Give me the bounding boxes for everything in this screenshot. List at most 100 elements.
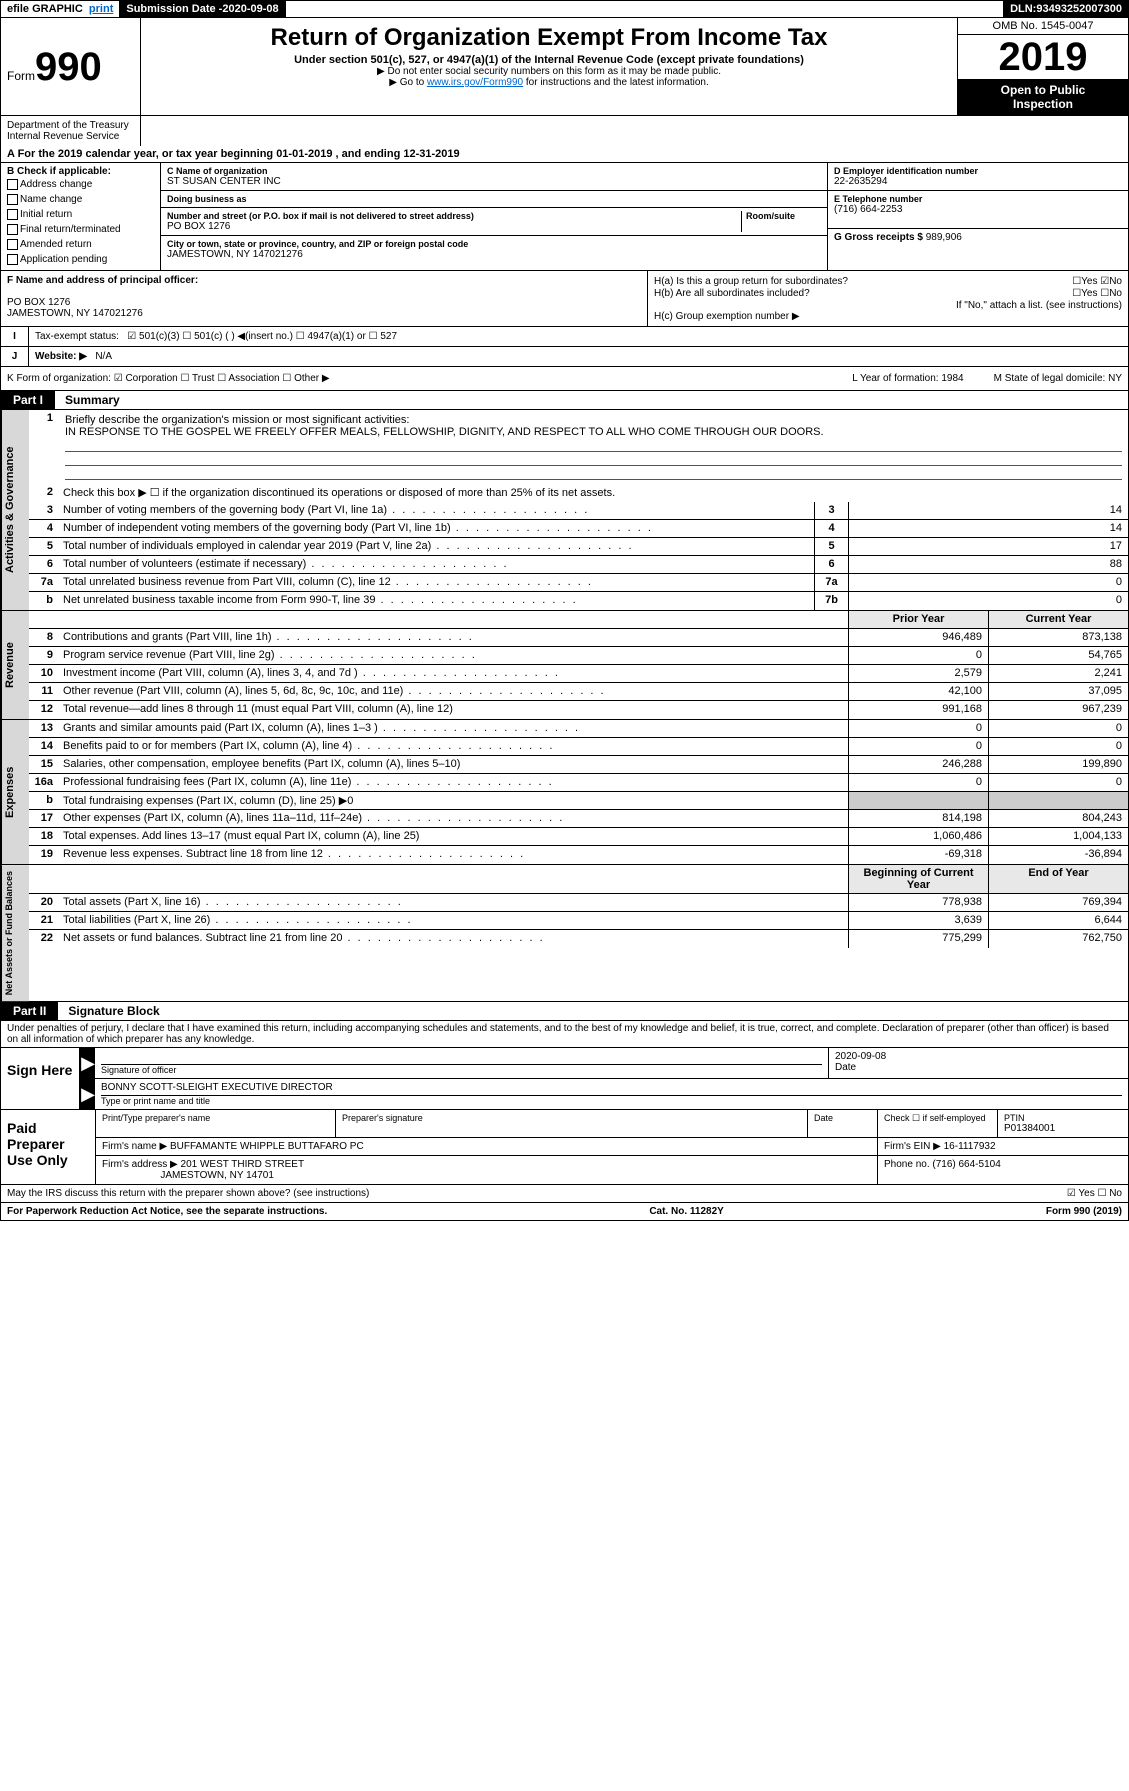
line-21-desc: Total liabilities (Part X, line 26)	[59, 912, 848, 929]
firm-name: BUFFAMANTE WHIPPLE BUTTAFARO PC	[170, 1141, 364, 1152]
revenue-section: Revenue Prior Year Current Year 8Contrib…	[0, 611, 1129, 720]
chk-name-change[interactable]: Name change	[7, 192, 154, 207]
section-d: D Employer identification number 22-2635…	[828, 163, 1128, 270]
submission-date: Submission Date - 2020-09-08	[120, 1, 285, 17]
line-11-curr: 37,095	[988, 683, 1128, 700]
part-1-tab: Part I	[1, 391, 55, 409]
line-19-num: 19	[29, 846, 59, 864]
line-16b-desc: Total fundraising expenses (Part IX, col…	[59, 792, 848, 809]
line-11-desc: Other revenue (Part VIII, column (A), li…	[59, 683, 848, 700]
dept-treasury: Department of the TreasuryInternal Reven…	[1, 116, 141, 146]
firm-ein-label: Firm's EIN ▶	[884, 1141, 944, 1152]
form-label: Form	[7, 69, 35, 83]
line-21-begin: 3,639	[848, 912, 988, 929]
chk-address-change[interactable]: Address change	[7, 177, 154, 192]
line-14-desc: Benefits paid to or for members (Part IX…	[59, 738, 848, 755]
org-name: ST SUSAN CENTER INC	[167, 176, 281, 187]
line-9-curr: 54,765	[988, 647, 1128, 664]
line-22-begin: 775,299	[848, 930, 988, 948]
paperwork-notice: For Paperwork Reduction Act Notice, see …	[7, 1206, 327, 1217]
line-16a-prior: 0	[848, 774, 988, 791]
chk-amended-return[interactable]: Amended return	[7, 237, 154, 252]
irs-link[interactable]: www.irs.gov/Form990	[427, 77, 523, 88]
line-13-curr: 0	[988, 720, 1128, 737]
form-number: 990	[35, 45, 102, 89]
firm-addr2: JAMESTOWN, NY 14701	[160, 1170, 274, 1181]
line-10-desc: Investment income (Part VIII, column (A)…	[59, 665, 848, 682]
chk-application-pending[interactable]: Application pending	[7, 252, 154, 267]
line-5-desc: Total number of individuals employed in …	[59, 538, 814, 555]
line-8-curr: 873,138	[988, 629, 1128, 646]
officer-name-cell: BONNY SCOTT-SLEIGHT EXECUTIVE DIRECTOR T…	[95, 1079, 1128, 1109]
line-4-desc: Number of independent voting members of …	[59, 520, 814, 537]
paid-preparer-label: Paid Preparer Use Only	[1, 1110, 96, 1184]
line-1-num: 1	[29, 410, 59, 484]
line-10-prior: 2,579	[848, 665, 988, 682]
section-bcd: B Check if applicable: Address change Na…	[0, 163, 1129, 271]
print-link[interactable]: print	[89, 3, 113, 15]
mission-text: IN RESPONSE TO THE GOSPEL WE FREELY OFFE…	[65, 426, 824, 438]
line-7a-num: 7a	[29, 574, 59, 591]
governance-label: Activities & Governance	[1, 410, 29, 610]
revenue-label: Revenue	[1, 611, 29, 719]
top-bar: efile GRAPHIC print Submission Date - 20…	[0, 0, 1129, 18]
row-i-num: I	[1, 327, 29, 346]
open-public-badge: Open to PublicInspection	[958, 79, 1128, 115]
part-1-title: Summary	[55, 391, 130, 409]
website-label: Website: ▶	[35, 351, 87, 362]
expenses-label: Expenses	[1, 720, 29, 864]
line-14-prior: 0	[848, 738, 988, 755]
org-city: JAMESTOWN, NY 147021276	[167, 249, 303, 260]
line-16a-curr: 0	[988, 774, 1128, 791]
begin-year-hdr: Beginning of Current Year	[848, 865, 988, 893]
line-15-curr: 199,890	[988, 756, 1128, 773]
hb-question: H(b) Are all subordinates included?	[654, 288, 810, 299]
line-12-desc: Total revenue—add lines 8 through 11 (mu…	[59, 701, 848, 719]
line-7a-val: 0	[848, 574, 1128, 591]
hb-note: If "No," attach a list. (see instruction…	[654, 300, 1122, 311]
form-ref: Form 990 (2019)	[1046, 1206, 1122, 1217]
line-8-num: 8	[29, 629, 59, 646]
line-18-curr: 1,004,133	[988, 828, 1128, 845]
section-c: C Name of organization ST SUSAN CENTER I…	[161, 163, 828, 270]
line-16a-num: 16a	[29, 774, 59, 791]
na-hdr-blank	[29, 865, 59, 893]
line-3-box: 3	[814, 502, 848, 519]
section-b-header: B Check if applicable:	[7, 166, 154, 177]
line-18-prior: 1,060,486	[848, 828, 988, 845]
firm-ein: 16-1117932	[944, 1141, 996, 1152]
current-year-hdr: Current Year	[988, 611, 1128, 628]
header-right: OMB No. 1545-0047 2019 Open to PublicIns…	[958, 18, 1128, 115]
line-3-val: 14	[848, 502, 1128, 519]
form-note1: ▶ Do not enter social security numbers o…	[151, 66, 947, 77]
line-20-num: 20	[29, 894, 59, 911]
topbar-spacer	[286, 1, 1004, 17]
city-label: City or town, state or province, country…	[167, 239, 821, 249]
signature-date-cell: 2020-09-08 Date	[828, 1048, 1128, 1078]
gross-receipts-value: 989,906	[926, 232, 962, 243]
dba-label: Doing business as	[167, 194, 821, 204]
row-klm: K Form of organization: ☑ Corporation ☐ …	[0, 367, 1129, 391]
line-21-num: 21	[29, 912, 59, 929]
line-13-prior: 0	[848, 720, 988, 737]
signature-disclaimer: Under penalties of perjury, I declare th…	[0, 1021, 1129, 1048]
line-10-curr: 2,241	[988, 665, 1128, 682]
gross-receipts-label: G Gross receipts $	[834, 232, 926, 243]
net-assets-label: Net Assets or Fund Balances	[1, 865, 29, 1001]
net-assets-section: Net Assets or Fund Balances Beginning of…	[0, 865, 1129, 1002]
chk-initial-return[interactable]: Initial return	[7, 207, 154, 222]
chk-final-return[interactable]: Final return/terminated	[7, 222, 154, 237]
preparer-name-label: Print/Type preparer's name	[102, 1113, 329, 1123]
line-4-val: 14	[848, 520, 1128, 537]
line-3-num: 3	[29, 502, 59, 519]
line-15-num: 15	[29, 756, 59, 773]
line-10-num: 10	[29, 665, 59, 682]
end-year-hdr: End of Year	[988, 865, 1128, 893]
firm-phone: (716) 664-5104	[932, 1159, 1000, 1170]
line-19-prior: -69,318	[848, 846, 988, 864]
line-4-box: 4	[814, 520, 848, 537]
header-center: Return of Organization Exempt From Incom…	[141, 18, 958, 115]
line-a-tax-year: A For the 2019 calendar year, or tax yea…	[0, 146, 1129, 163]
line-14-num: 14	[29, 738, 59, 755]
website-value: N/A	[95, 351, 112, 362]
